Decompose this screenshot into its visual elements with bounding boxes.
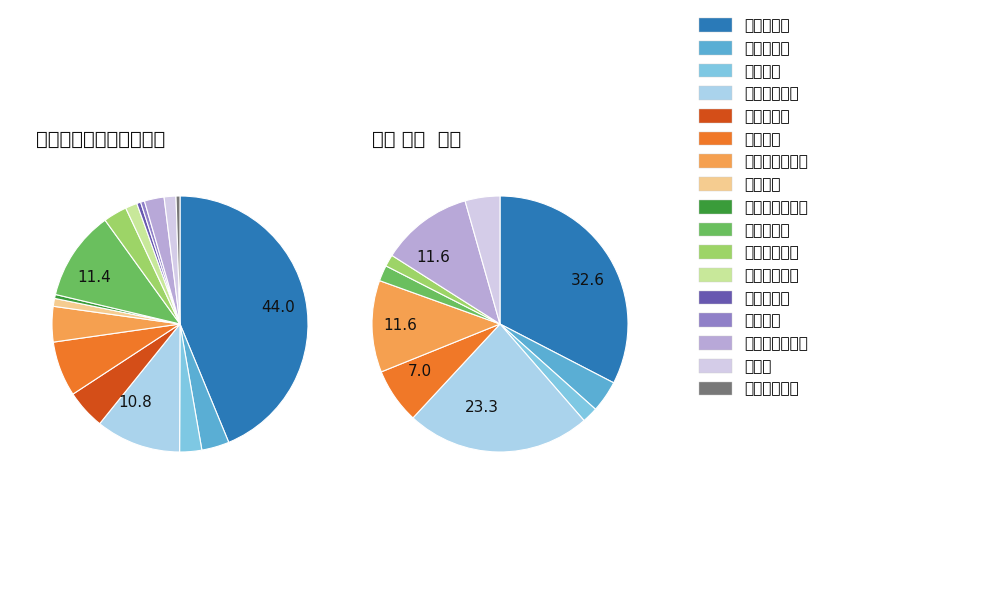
Text: 大山 悠輔  選手: 大山 悠輔 選手 <box>372 130 461 149</box>
Text: 23.3: 23.3 <box>465 400 499 415</box>
Text: 11.4: 11.4 <box>77 270 111 285</box>
Wedge shape <box>386 256 500 324</box>
Wedge shape <box>137 202 180 324</box>
Wedge shape <box>180 324 229 450</box>
Wedge shape <box>465 196 500 324</box>
Text: 7.0: 7.0 <box>407 364 431 379</box>
Text: 10.8: 10.8 <box>118 395 152 410</box>
Wedge shape <box>53 324 180 394</box>
Wedge shape <box>180 196 308 442</box>
Wedge shape <box>73 324 180 424</box>
Wedge shape <box>176 196 180 324</box>
Wedge shape <box>55 220 180 324</box>
Wedge shape <box>380 266 500 324</box>
Wedge shape <box>144 197 180 324</box>
Wedge shape <box>105 208 180 324</box>
Wedge shape <box>141 201 180 324</box>
Wedge shape <box>372 281 500 372</box>
Text: 11.6: 11.6 <box>416 250 450 265</box>
Wedge shape <box>55 295 180 324</box>
Wedge shape <box>381 324 500 418</box>
Wedge shape <box>392 201 500 324</box>
Wedge shape <box>500 324 614 409</box>
Wedge shape <box>500 324 595 421</box>
Wedge shape <box>500 196 628 383</box>
Wedge shape <box>164 196 180 324</box>
Wedge shape <box>53 298 180 324</box>
Wedge shape <box>413 324 584 452</box>
Wedge shape <box>52 306 180 342</box>
Text: 32.6: 32.6 <box>571 273 605 288</box>
Text: 11.6: 11.6 <box>383 318 417 333</box>
Wedge shape <box>100 324 180 452</box>
Text: セ・リーグ全プレイヤー: セ・リーグ全プレイヤー <box>36 130 165 149</box>
Text: 44.0: 44.0 <box>262 301 295 316</box>
Wedge shape <box>126 203 180 324</box>
Wedge shape <box>180 324 202 452</box>
Legend: ストレート, ツーシーム, シュート, カットボール, スプリット, フォーク, チェンジアップ, シンカー, 高速スライダー, スライダー, 縦スライダー, : ストレート, ツーシーム, シュート, カットボール, スプリット, フォーク,… <box>694 14 813 401</box>
